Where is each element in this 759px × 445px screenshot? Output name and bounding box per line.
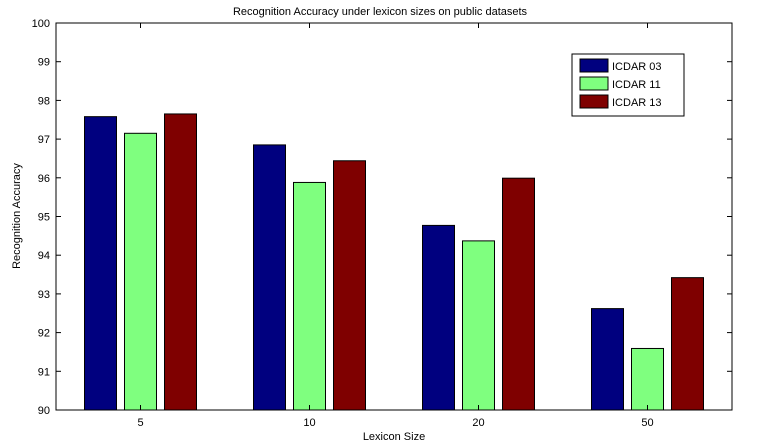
y-tick-label: 99 <box>38 57 50 69</box>
y-axis-label: Recognition Accuracy <box>11 163 23 269</box>
axes-group: 90 91 92 93 94 95 96 97 98 99 100 5 10 20 50 <box>32 18 733 429</box>
legend-label: ICDAR 13 <box>612 97 662 109</box>
bar-icdar-13-5 <box>164 113 197 411</box>
legend-swatch <box>579 76 609 91</box>
legend-swatch <box>579 58 609 73</box>
bar-icdar-11-5 <box>124 132 157 411</box>
y-tick-label: 97 <box>38 134 50 146</box>
y-tick-label: 94 <box>38 250 50 262</box>
x-tick-label: 10 <box>303 417 315 429</box>
legend-label: ICDAR 03 <box>612 61 662 73</box>
y-tick-label: 96 <box>38 173 50 185</box>
x-tick-label: 50 <box>641 417 653 429</box>
bar-icdar-03-5 <box>84 116 117 411</box>
y-tick-label: 91 <box>38 366 50 378</box>
bar-icdar-03-50 <box>591 308 624 411</box>
y-tick-label: 93 <box>38 289 50 301</box>
bars-group <box>84 113 704 411</box>
bar-icdar-13-50 <box>671 277 704 411</box>
y-tick-label: 90 <box>38 405 50 417</box>
y-tick-label: 95 <box>38 212 50 224</box>
legend-swatch <box>579 94 609 109</box>
chart-title: Recognition Accuracy under lexicon sizes… <box>233 6 528 18</box>
bar-icdar-13-10 <box>333 160 366 411</box>
y-tick-label: 100 <box>32 18 50 30</box>
x-tick-label: 20 <box>472 417 484 429</box>
x-tick-label: 5 <box>137 417 143 429</box>
y-tick-label: 98 <box>38 95 50 107</box>
bar-icdar-11-50 <box>631 347 664 411</box>
legend-label: ICDAR 11 <box>612 79 661 91</box>
bar-icdar-03-10 <box>253 144 286 411</box>
bar-icdar-13-20 <box>502 177 535 411</box>
y-tick-label: 92 <box>38 328 50 340</box>
bar-icdar-03-20 <box>422 224 455 411</box>
bar-icdar-11-20 <box>462 240 495 411</box>
legend: ICDAR 03 ICDAR 11 ICDAR 13 <box>571 53 685 117</box>
x-axis-label: Lexicon Size <box>363 431 425 443</box>
bar-icdar-11-10 <box>293 181 326 411</box>
